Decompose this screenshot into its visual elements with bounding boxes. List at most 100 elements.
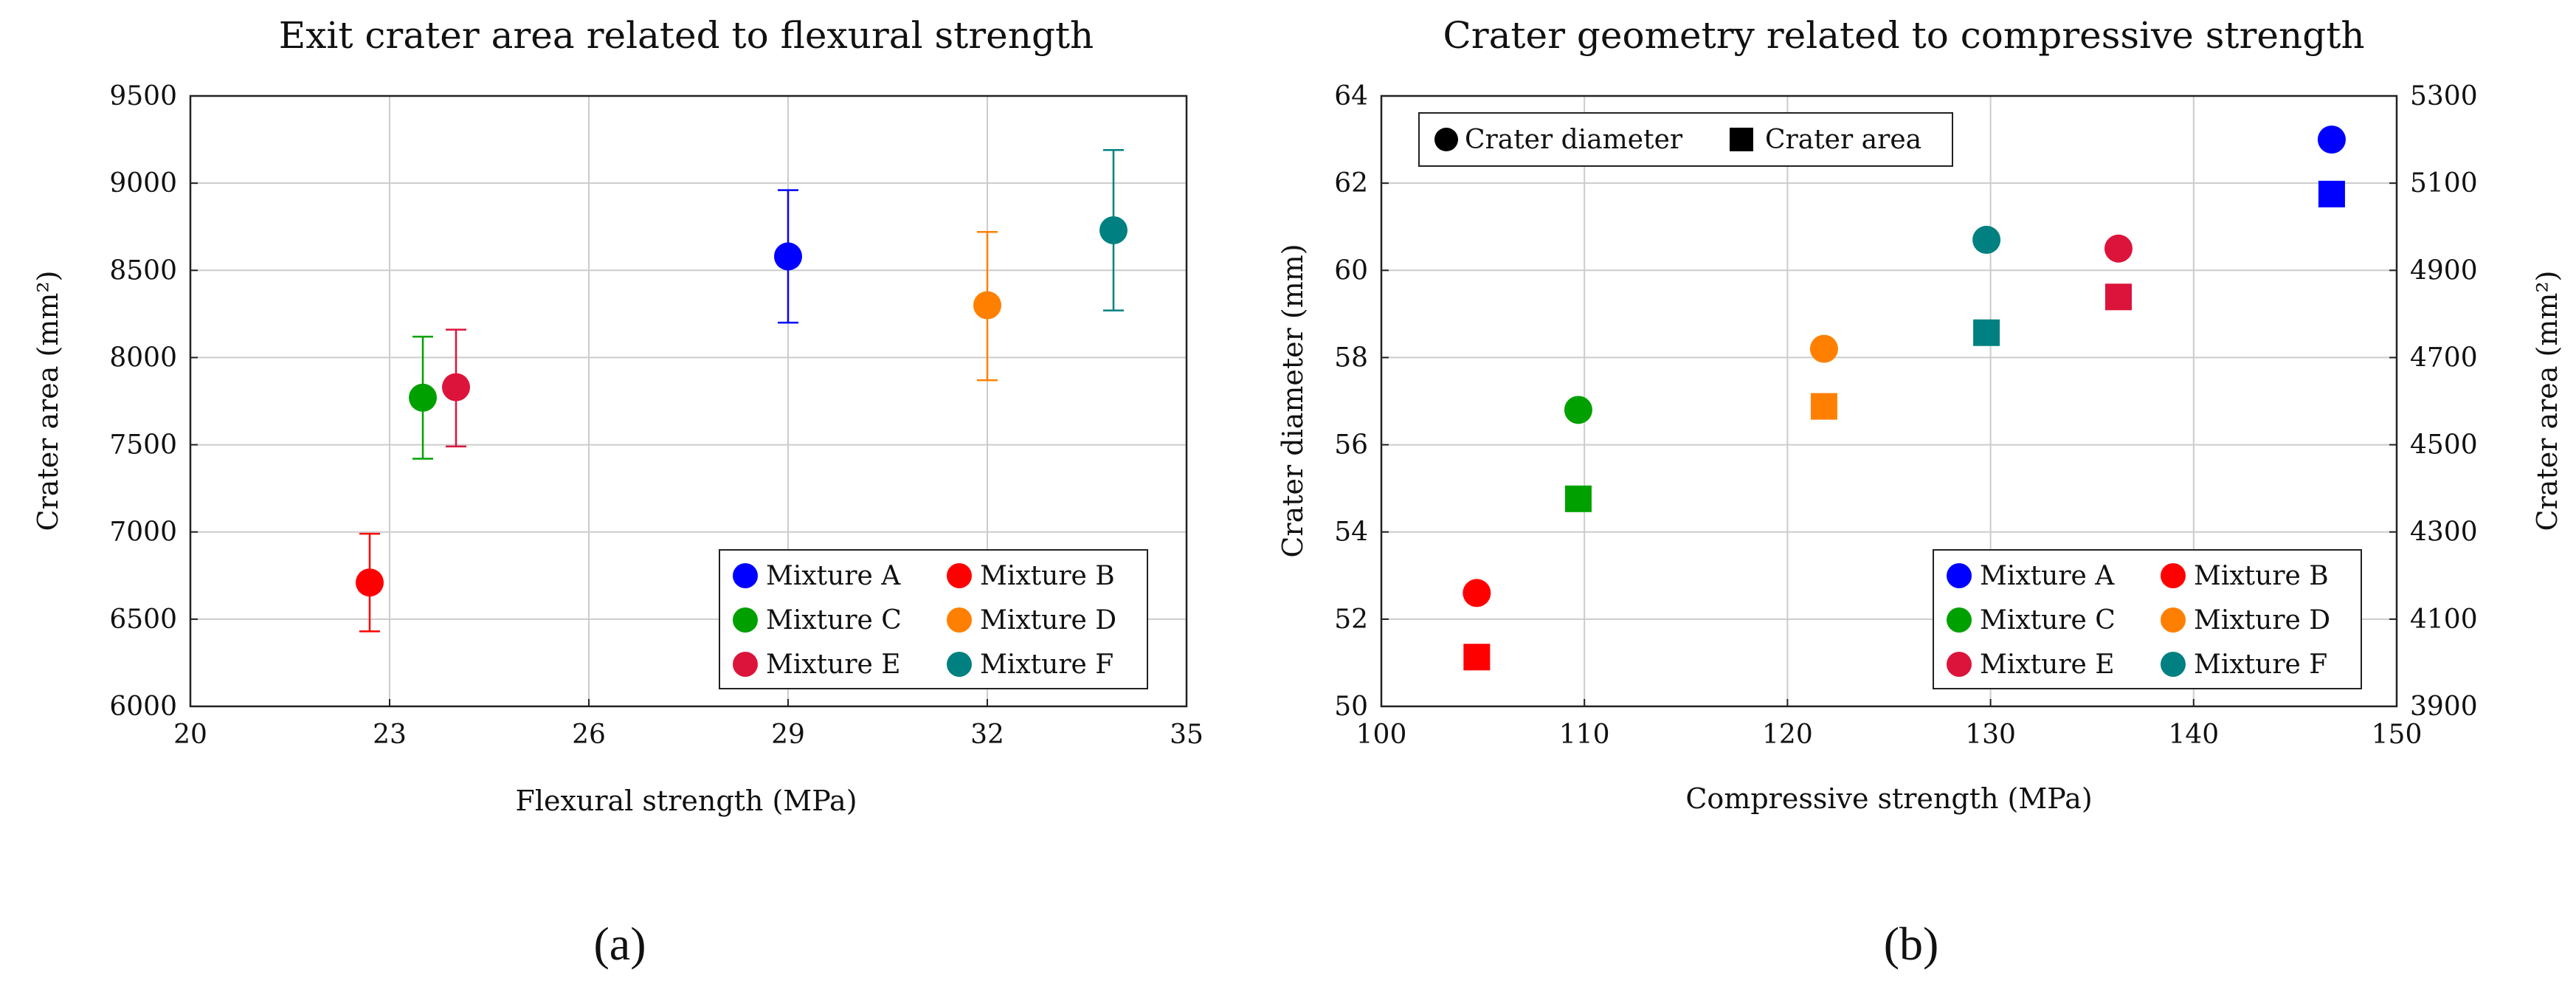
y-tick-label: 6500	[109, 604, 177, 635]
mixture-e-point	[442, 373, 470, 402]
x-tick-label: 20	[173, 720, 207, 750]
legend-marker-mixture-f	[947, 652, 972, 677]
y2-tick-label: 4300	[2410, 517, 2478, 548]
y-tick-label: 64	[1334, 81, 1368, 111]
legend-marker-mixture-c	[1947, 607, 1972, 633]
chart-b: Crater geometry related to compressive s…	[1277, 14, 2563, 815]
panel-label-b: (b)	[1884, 917, 1939, 970]
legend-label-mixture-c: Mixture C	[1980, 605, 2116, 636]
x-tick-label: 120	[1762, 720, 1813, 750]
y2-tick-label: 5100	[2410, 168, 2478, 199]
y-tick-label: 52	[1334, 604, 1368, 635]
chart-a-points	[356, 148, 1128, 633]
y2-tick-label: 4500	[2410, 430, 2478, 461]
x-tick-label: 140	[2168, 720, 2219, 750]
y-tick-label: 62	[1334, 168, 1368, 199]
legend-label-mixture-b: Mixture B	[2194, 561, 2329, 591]
legend-marker-mixture-f	[2161, 652, 2186, 677]
chart-b-x-label: Compressive strength (MPa)	[1685, 782, 2092, 815]
chart-b-x-ticks: 100 110 120 130 140 150	[1356, 699, 2423, 750]
chart-b-y-ticks: 50 52 54 56 58 60 62 64	[1334, 81, 1389, 722]
y2-tick-label: 4100	[2410, 604, 2478, 635]
legend-marker-mixture-c	[733, 607, 758, 633]
legend-label-mixture-c: Mixture C	[766, 605, 902, 636]
chart-b-legend-box	[1933, 549, 2362, 689]
legend-marker-mixture-a	[1947, 563, 1972, 588]
y2-tick-label: 4900	[2410, 255, 2478, 286]
mixture-a-area-point	[2318, 180, 2345, 207]
legend-label-mixture-a: Mixture A	[1980, 561, 2115, 591]
legend-marker-mixture-b	[947, 563, 972, 588]
legend-marker-mixture-e	[1947, 652, 1972, 677]
mixture-c-diameter-point	[1564, 396, 1592, 424]
legend-marker-mixture-a	[733, 563, 758, 588]
legend-marker-mixture-d	[947, 607, 972, 633]
chart-b-y2-ticks: 3900 4100 4300 4500 4700 4900 5100 5300	[2389, 81, 2478, 722]
chart-a-x-ticks: 20 23 26 29 32 35	[173, 699, 1204, 750]
mixture-f-point	[1099, 216, 1128, 244]
x-tick-label: 29	[771, 720, 805, 750]
y-tick-label: 54	[1334, 517, 1368, 548]
mixture-d-area-point	[1810, 393, 1837, 420]
chart-a-title: Exit crater area related to flexural str…	[279, 14, 1094, 57]
mixture-b-diameter-point	[1463, 579, 1491, 607]
x-tick-label: 110	[1559, 720, 1610, 750]
y-tick-label: 56	[1334, 430, 1368, 461]
mixture-a-diameter-point	[2317, 125, 2346, 154]
mixture-c-area-point	[1564, 485, 1592, 512]
y2-tick-label: 5300	[2410, 81, 2478, 111]
y-tick-label: 8000	[109, 342, 177, 373]
legend-marker-mixture-b	[2161, 563, 2186, 588]
chart-a-plot-frame	[189, 94, 1188, 708]
mixture-b-area-point	[1463, 644, 1491, 671]
marker-legend-label-crater-area: Crater area	[1765, 125, 1921, 155]
chart-a-x-label: Flexural strength (MPa)	[515, 785, 857, 817]
legend-label-mixture-d: Mixture D	[980, 605, 1116, 636]
y-tick-label: 50	[1334, 692, 1368, 722]
mixture-e-diameter-point	[2104, 234, 2133, 263]
y2-tick-label: 4700	[2410, 342, 2478, 373]
chart-b-y2-label: Crater area (mm²)	[2531, 271, 2563, 531]
chart-a-y-ticks: 6000 6500 7000 7500 8000 8500 9000 9500	[109, 81, 198, 722]
chart-b-title: Crater geometry related to compressive s…	[1443, 14, 2364, 57]
x-tick-label: 23	[373, 720, 407, 750]
legend-label-mixture-d: Mixture D	[2194, 605, 2330, 636]
chart-a: Exit crater area related to flexural str…	[32, 14, 1204, 817]
legend-label-mixture-f: Mixture F	[980, 650, 1113, 680]
x-tick-label: 100	[1356, 720, 1407, 750]
mixture-b-point	[356, 568, 384, 597]
x-tick-label: 35	[1170, 720, 1204, 750]
x-tick-label: 26	[572, 720, 606, 750]
chart-b-marker-legend-box	[1418, 112, 1953, 167]
y-tick-label: 60	[1334, 255, 1368, 286]
x-tick-label: 130	[1965, 720, 2016, 750]
y-tick-label: 58	[1334, 342, 1368, 373]
legend-label-mixture-e: Mixture E	[1980, 650, 2115, 680]
chart-b-plot-frame	[1380, 94, 2398, 708]
x-tick-label: 32	[970, 720, 1004, 750]
y-tick-label: 6000	[109, 692, 177, 722]
x-tick-label: 150	[2372, 720, 2423, 750]
chart-b-points	[1463, 125, 2346, 671]
legend-label-mixture-b: Mixture B	[980, 561, 1115, 591]
y-tick-label: 9000	[109, 168, 177, 199]
chart-a-y-label: Crater area (mm²)	[32, 271, 64, 531]
mixture-f-diameter-point	[1972, 225, 2001, 254]
mixture-c-point	[409, 383, 437, 412]
legend-marker-mixture-e	[733, 652, 758, 677]
legend-label-mixture-a: Mixture A	[766, 561, 901, 591]
mixture-f-area-point	[1973, 319, 2000, 346]
chart-b-legend: Mixture A Mixture B Mixture C Mixture D Mixt…	[1933, 549, 2362, 689]
legend-marker-mixture-d	[2161, 607, 2186, 633]
mixture-e-area-point	[2104, 283, 2132, 311]
y-tick-label: 7500	[109, 430, 177, 461]
y-tick-label: 7000	[109, 517, 177, 548]
chart-a-legend-box	[719, 549, 1148, 689]
y-tick-label: 8500	[109, 255, 177, 286]
mixture-d-diameter-point	[1809, 334, 1838, 363]
chart-a-legend: Mixture A Mixture B Mixture C Mixture D Mixt…	[719, 549, 1148, 689]
y2-tick-label: 3900	[2410, 692, 2478, 722]
panel-label-a: (a)	[593, 917, 646, 970]
y-tick-label: 9500	[109, 81, 177, 111]
